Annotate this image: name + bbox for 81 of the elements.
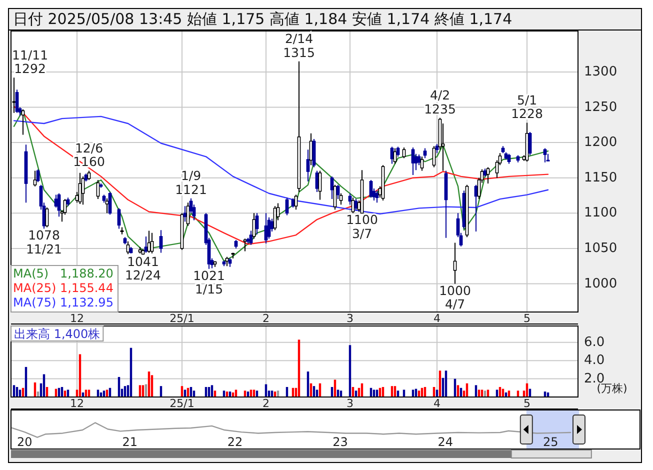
candlestick <box>543 148 547 163</box>
y-tick-label: 1100 <box>584 206 618 221</box>
y-tick-label: 1150 <box>584 170 618 186</box>
candlestick <box>435 143 439 154</box>
y-tick-label: 1300 <box>584 64 618 80</box>
candlestick <box>15 89 19 114</box>
candlestick <box>411 146 415 176</box>
x-tick-label: 4 <box>434 312 440 325</box>
candlestick <box>144 236 148 254</box>
candlestick <box>339 192 343 206</box>
candlestick <box>330 176 334 200</box>
x-tick-label: 20 <box>17 435 32 449</box>
annotation: 1041 12/24 <box>124 254 162 283</box>
candlestick <box>54 194 58 208</box>
x-tick-label: 4 <box>434 397 440 410</box>
annotation: 2/14 1315 <box>283 31 315 60</box>
candlestick <box>420 156 424 172</box>
bar <box>150 375 154 397</box>
candlestick <box>375 190 379 204</box>
x-tick-label: 2 <box>262 397 270 410</box>
annotation: 1/9 1121 <box>175 168 207 197</box>
x-tick-label: 25 <box>542 435 558 449</box>
candlestick <box>309 132 313 166</box>
candlestick <box>21 108 25 136</box>
x-tick-label: 5 <box>524 312 530 325</box>
candlestick <box>306 149 310 182</box>
annotation: 5/1 1228 <box>511 92 543 122</box>
candlestick <box>402 146 406 159</box>
text: MA(25) 1,155.44 <box>13 281 114 295</box>
x-tick-label: 25/1 <box>170 397 194 410</box>
x-tick-label: 21 <box>122 435 138 449</box>
candlestick <box>87 170 91 180</box>
annotation: 1000 4/7 <box>439 282 471 312</box>
candlestick <box>243 238 247 252</box>
bar <box>438 370 442 397</box>
annotation: 1078 11/21 <box>26 228 62 256</box>
bar <box>348 345 352 397</box>
candlestick <box>117 208 121 230</box>
x-tick-label: 24 <box>438 435 454 449</box>
x-tick-label: 25/1 <box>170 312 194 325</box>
x-tick-label: 12 <box>70 397 84 410</box>
candlestick <box>159 230 163 254</box>
bar <box>42 374 46 397</box>
annotation: 1021 1/15 <box>193 268 225 297</box>
x-tick-label: 5 <box>524 397 530 410</box>
bar <box>78 354 82 397</box>
candlestick <box>126 240 130 255</box>
y-tick-label: 1250 <box>584 100 618 115</box>
bar <box>130 348 132 397</box>
candlestick <box>441 122 445 172</box>
x-tick-label: 23 <box>332 435 348 449</box>
text: MA(5) 1,188.20 <box>13 266 114 280</box>
x-tick-label: 12 <box>70 312 84 325</box>
candlestick <box>45 207 49 228</box>
annotation: 11/11 1292 <box>12 47 48 76</box>
y-tick-label: 1000 <box>584 276 618 292</box>
bar <box>444 370 448 397</box>
annotation: 4/2 1235 <box>424 88 456 116</box>
x-tick-label: 3 <box>346 312 354 325</box>
candlestick <box>81 176 85 206</box>
y-tick-label: 1050 <box>584 240 618 256</box>
x-tick-label: 2 <box>262 312 270 325</box>
bar <box>298 340 300 397</box>
candlestick <box>186 202 190 226</box>
chart-title: 日付 2025/05/08 13:45 始値 1,175 高値 1,184 安値 1,174 終値 1,174 <box>13 10 512 28</box>
y-axis-title: (万株) <box>596 382 628 395</box>
candlestick <box>315 170 319 192</box>
chart-title: 出来高 1,400株 <box>14 327 100 341</box>
y-tick-label: 4.0 <box>584 353 605 368</box>
x-tick-label: 22 <box>227 435 243 449</box>
annotation: 1100 3/7 <box>346 212 378 241</box>
candlestick <box>264 212 268 244</box>
candlestick <box>252 212 256 240</box>
candlestick <box>33 170 37 187</box>
candlestick <box>78 172 82 204</box>
candlestick <box>255 212 259 235</box>
candlestick <box>423 148 427 159</box>
text: MA(75) 1,132.95 <box>13 296 114 310</box>
x-tick-label: 3 <box>346 397 354 410</box>
y-tick-label: 1200 <box>584 135 618 150</box>
y-tick-label: 6.0 <box>584 334 605 350</box>
